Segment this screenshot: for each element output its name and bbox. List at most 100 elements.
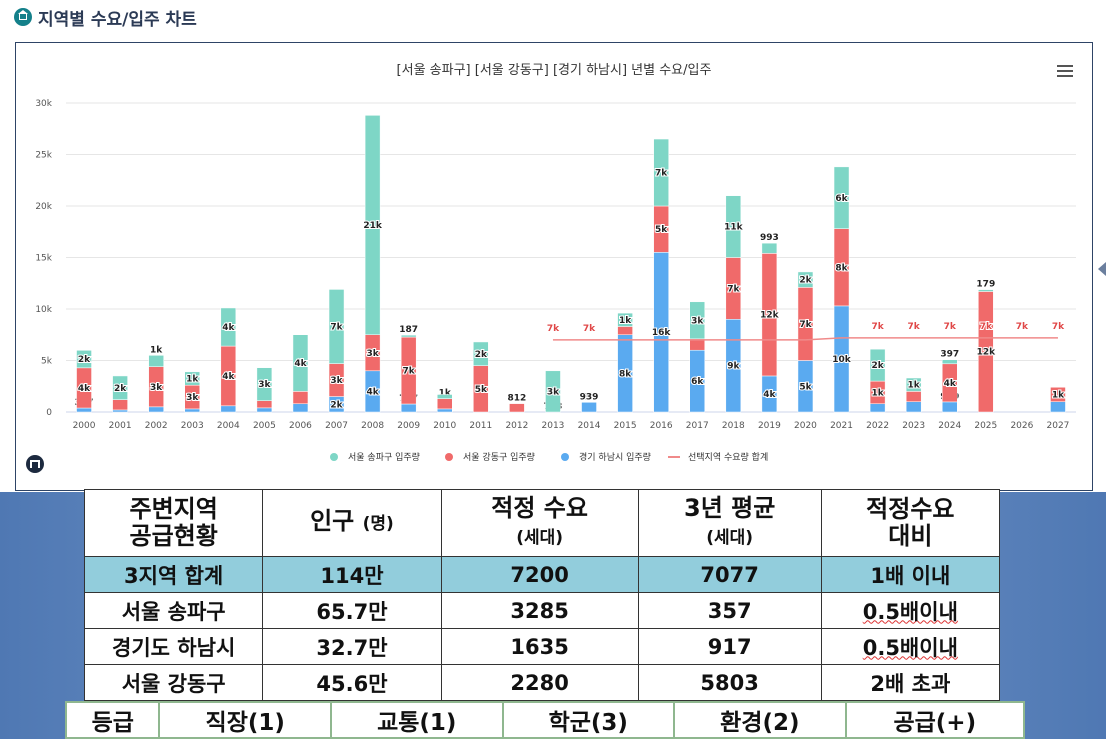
bar-segment [581, 402, 597, 413]
legend-label: 서울 강동구 입주량 [463, 451, 535, 463]
bar-segment [184, 371, 200, 386]
bar-segment [437, 394, 453, 399]
x-tick-label: 2022 [866, 421, 889, 431]
data-label: 6k [691, 377, 704, 387]
data-label: 2k [330, 400, 343, 410]
cell-ratio: 0.5배이내 [820, 628, 1001, 665]
x-tick-label: 2019 [758, 421, 781, 431]
data-label: 6k [835, 194, 848, 204]
x-tick-label: 2014 [578, 421, 601, 431]
bar-segment [833, 166, 850, 229]
data-label: 2k [78, 355, 91, 365]
data-label: 1k [186, 375, 199, 385]
y-tick-label: 5k [41, 357, 53, 367]
bar-segment [761, 242, 778, 254]
cell-demand: 2280 [440, 664, 639, 701]
demand-line [552, 337, 1058, 341]
x-tick-label: 2012 [505, 421, 528, 431]
y-tick-label: 25k [35, 151, 52, 161]
bar-segment [400, 334, 417, 338]
bar-segment [869, 403, 886, 413]
chevron-left-icon[interactable] [1098, 262, 1106, 276]
data-label: 5k [655, 225, 668, 235]
header-avg3: 3년 평균 (세대) [637, 489, 822, 557]
data-label: 3k [150, 383, 163, 393]
data-label: 179 [976, 280, 995, 290]
data-label: 10k [832, 355, 852, 365]
data-label: 1k [908, 381, 921, 391]
grade-environment: 환경(2) [673, 701, 847, 739]
line-label: 7k [980, 322, 993, 332]
table-row: 3지역 합계 114만 7200 7077 1배 이내 [83, 556, 1001, 593]
cell-pop: 32.7만 [262, 628, 442, 665]
chart-title: [서울 송파구] [서울 강동구] [경기 하남시] 년별 수요/입주 [397, 63, 712, 78]
bar-segment [328, 289, 345, 364]
bar-segment [942, 401, 958, 413]
cell-pop: 45.6만 [262, 664, 442, 701]
legend-marker [561, 453, 569, 461]
data-label: 4k [366, 387, 379, 397]
data-label: 5k [475, 385, 488, 395]
data-label: 4k [294, 359, 307, 369]
cell-ratio: 0.5배이내 [820, 592, 1001, 629]
data-label: 16k [652, 328, 672, 338]
x-tick-label: 2020 [794, 421, 817, 431]
legend-label: 경기 하남시 입주량 [579, 451, 651, 463]
x-tick-label: 2008 [361, 421, 384, 431]
x-tick-label: 2004 [217, 421, 240, 431]
cell-region: 3지역 합계 [83, 556, 264, 593]
x-tick-label: 2007 [325, 421, 348, 431]
legend-marker [330, 453, 338, 461]
data-label: 397 [940, 350, 959, 360]
chart-container: [서울 송파구] [서울 강동구] [경기 하남시] 년별 수요/입주 0 5k 10… [15, 42, 1093, 491]
bar-segment [437, 398, 453, 410]
bar-segment [797, 271, 814, 288]
table-header-row: 주변지역 공급현황 인구 (명) 적정 수요 (세대) 3년 평균 (세대) 적정수요… [83, 489, 1001, 557]
data-label: 4k [763, 390, 776, 400]
legend-marker [445, 453, 453, 461]
data-label: 7k [799, 320, 812, 330]
cell-demand: 3285 [440, 592, 639, 629]
y-tick-label: 20k [35, 202, 52, 212]
cell-avg3: 357 [637, 592, 822, 629]
line-label: 7k [1052, 322, 1065, 332]
data-label: 4k [944, 379, 957, 389]
data-label: 1k [150, 345, 163, 355]
cell-region: 서울 강동구 [83, 664, 264, 701]
grade-school: 학군(3) [501, 701, 676, 739]
bar-segment [942, 359, 958, 365]
data-label: 2k [114, 384, 127, 394]
chart-svg: [서울 송파구] [서울 강동구] [경기 하남시] 년별 수요/입주 0 5k 10… [35, 63, 1076, 463]
x-tick-label: 2002 [145, 421, 168, 431]
data-label: 2k [871, 361, 884, 371]
data-label: 4k [222, 323, 235, 333]
data-label: 939 [580, 392, 599, 402]
x-tick-label: 2009 [397, 421, 420, 431]
bar-segment [112, 375, 128, 400]
data-label: 993 [760, 233, 779, 243]
table-row: 서울 송파구 65.7만 3285 357 0.5배이내 [83, 592, 1001, 629]
cell-demand: 1635 [440, 628, 639, 665]
menu-icon[interactable] [1057, 65, 1073, 77]
grade-work: 직장(1) [158, 701, 332, 739]
data-label: 7k [727, 284, 740, 294]
bar-segment [76, 407, 92, 413]
bar-segment [112, 399, 128, 411]
data-label: 7k [655, 169, 668, 179]
data-label: 5k [799, 382, 812, 392]
bar-segment [545, 370, 561, 413]
cell-ratio: 1배 이내 [820, 556, 1001, 593]
x-tick-label: 2005 [253, 421, 276, 431]
bar-segment [617, 326, 633, 336]
x-tick-label: 2018 [722, 421, 745, 431]
bar-segment [112, 409, 128, 413]
y-tick-label: 15k [35, 254, 52, 264]
data-label: 12k [760, 311, 780, 321]
x-tick-label: 2026 [1010, 421, 1033, 431]
legend-label: 선택지역 수요량 합계 [688, 451, 768, 463]
bar-segment [1050, 387, 1066, 402]
data-label: 8k [835, 263, 848, 273]
x-tick-label: 2025 [974, 421, 997, 431]
cell-pop: 114만 [262, 556, 442, 593]
y-tick-label: 10k [35, 305, 52, 315]
